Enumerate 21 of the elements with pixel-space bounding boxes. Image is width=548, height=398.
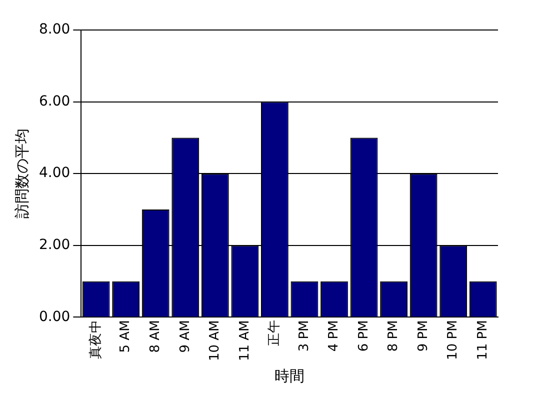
x-tick-label: 10 AM [208,320,223,362]
x-tick-label: 11 AM [237,320,252,362]
x-tick-label: 5 AM [118,320,134,353]
y-tick-label: 6.00 [39,93,70,110]
x-tick-label: 3 PM [296,320,312,352]
x-tick-label: 正午 [267,320,282,346]
y-tick-label: 8.00 [39,22,70,38]
x-axis-title: 時間 [274,366,305,385]
y-axis-title: 訪問数の平均 [12,128,31,219]
x-tick-label: 8 AM [148,320,163,353]
x-tick-label: 8 PM [386,320,402,352]
x-tick-label: 6 PM [356,320,372,352]
y-tick-label: 4.00 [39,165,70,182]
x-tick-label: 9 AM [178,320,193,353]
x-tick-label: 10 PM [446,320,461,360]
x-tick-label: 4 PM [326,320,342,352]
y-tick-label: 0.00 [39,308,70,325]
y-tick-label: 2.00 [39,237,70,254]
x-tick-label: 9 PM [416,320,431,352]
x-tick-label: 真夜中 [87,320,104,360]
x-tick-label: 11 PM [475,320,490,360]
